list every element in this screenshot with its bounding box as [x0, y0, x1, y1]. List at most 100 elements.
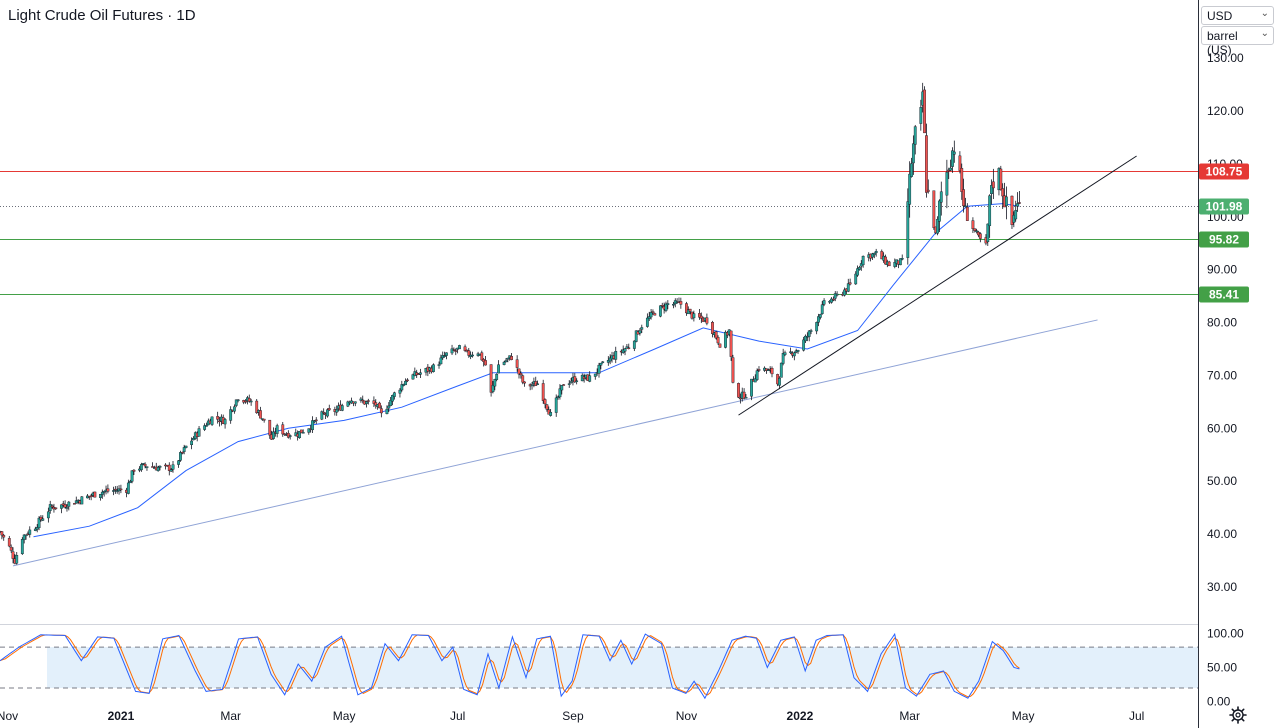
candle-body — [102, 491, 106, 493]
candle-body — [236, 399, 240, 402]
candle-body — [432, 364, 435, 372]
candle-body — [699, 315, 703, 319]
candle — [80, 496, 84, 505]
candle — [614, 346, 618, 364]
candle — [804, 334, 807, 343]
candle-body — [964, 205, 967, 208]
candle-body — [952, 151, 956, 155]
candle — [392, 391, 396, 400]
candle — [898, 258, 902, 266]
candle-body — [750, 378, 753, 397]
candle — [288, 434, 292, 440]
gear-icon[interactable] — [1229, 706, 1247, 724]
candle — [536, 380, 540, 385]
x-tick-label: Mar — [899, 709, 920, 723]
candle — [543, 398, 547, 409]
candle — [608, 354, 612, 365]
candle — [817, 313, 820, 327]
candle-body — [573, 376, 577, 383]
candle — [232, 404, 236, 414]
candle — [789, 347, 793, 355]
price-badge-label: 95.82 — [1209, 233, 1239, 247]
candle-body — [846, 283, 850, 292]
candle — [268, 419, 272, 439]
candle — [100, 489, 104, 499]
candle — [781, 348, 785, 366]
candle-body — [965, 206, 969, 221]
candle-body — [400, 384, 404, 391]
candle — [463, 344, 467, 353]
candle — [167, 462, 171, 476]
currency-dropdown[interactable]: USD ⌄ — [1201, 6, 1274, 25]
candle-body — [770, 368, 774, 375]
price-badge — [1199, 231, 1249, 248]
candle — [340, 403, 344, 412]
candle-body — [698, 313, 701, 318]
candle-body — [106, 488, 110, 492]
candle-body — [724, 331, 727, 348]
candle — [664, 301, 668, 313]
candle — [471, 351, 474, 358]
candle-body — [990, 185, 993, 195]
candle — [283, 433, 287, 436]
candle — [1010, 195, 1014, 230]
candle — [1014, 200, 1018, 222]
candle — [515, 355, 519, 372]
unit-dropdown[interactable]: barrel (US) ⌄ — [1201, 26, 1274, 57]
candle — [575, 378, 579, 385]
candle-body — [900, 258, 904, 260]
candle — [365, 400, 368, 408]
candle-body — [232, 406, 236, 412]
candle-body — [988, 195, 992, 226]
candle — [216, 411, 220, 424]
candle-body — [244, 401, 247, 403]
candle-body — [884, 256, 887, 265]
candle — [952, 140, 956, 163]
candle-body — [575, 380, 579, 382]
candle-body — [880, 251, 884, 260]
candle — [960, 163, 964, 200]
candle-body — [606, 360, 610, 363]
candle-body — [638, 330, 642, 334]
candle — [489, 364, 493, 397]
candle — [236, 399, 240, 403]
candle-body — [711, 322, 714, 334]
y-tick-label: 30.00 — [1207, 580, 1237, 594]
candle-body — [872, 252, 876, 256]
candle-body — [9, 546, 13, 551]
candle — [272, 427, 275, 440]
candle-body — [130, 470, 134, 482]
trendline-short — [738, 155, 1137, 416]
candle — [666, 300, 670, 310]
candle-body — [536, 383, 540, 385]
candle-body — [908, 173, 912, 205]
price-badges-layer: 108.75 101.98 95.82 85.41 — [1199, 163, 1249, 303]
candle-body — [938, 200, 941, 222]
candle-body — [1016, 203, 1019, 207]
candle — [792, 351, 796, 361]
candle — [458, 344, 461, 350]
candle-body — [843, 289, 846, 296]
candle — [366, 398, 370, 405]
x-tick-label: Mar — [220, 709, 241, 723]
candle-body — [335, 409, 339, 413]
candle-body — [59, 504, 63, 509]
candle-body — [975, 230, 979, 232]
candle — [971, 217, 975, 233]
candle-body — [203, 425, 207, 430]
stochastic-layer — [0, 632, 1020, 700]
candle — [856, 265, 859, 277]
candle-body — [327, 408, 331, 411]
candle-body — [283, 433, 287, 435]
price-badge-label: 85.41 — [1209, 288, 1239, 302]
candle — [151, 462, 154, 468]
candle — [28, 526, 32, 538]
candle-body — [210, 416, 214, 425]
candle — [911, 135, 915, 175]
candle-body — [632, 340, 636, 349]
candle-body — [41, 518, 45, 521]
candle-body — [126, 482, 130, 494]
candle — [658, 305, 662, 318]
candle-body — [247, 398, 251, 402]
